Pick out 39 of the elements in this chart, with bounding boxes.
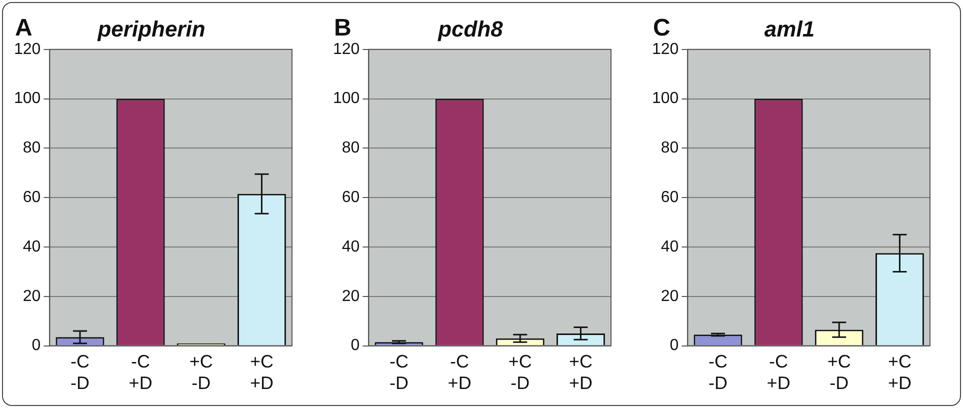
x-tick-label: -C +D [766, 352, 790, 394]
y-tick-label: 0 [670, 337, 679, 354]
y-tick-label: 120 [652, 40, 679, 58]
y-tick-label: 0 [32, 337, 41, 354]
x-tick-label: -C -D [70, 352, 90, 394]
y-tick-label: 120 [14, 40, 41, 58]
y-tick-label: 100 [332, 90, 360, 108]
y-tick-label: 60 [22, 189, 41, 206]
x-tick-label: -C -D [389, 352, 408, 394]
x-tick-label: +C +D [568, 352, 592, 394]
y-tick-label: 80 [660, 140, 679, 157]
x-tick-label: -C -D [708, 352, 728, 394]
y-tick-label: 100 [652, 90, 679, 108]
y-tick-label: 40 [660, 238, 679, 256]
chart-title: aml1 [764, 16, 815, 42]
y-tick-label: 80 [342, 140, 360, 157]
y-tick-label: 20 [342, 288, 360, 305]
x-tick-label: +C -D [508, 352, 532, 394]
y-tick-label: 120 [332, 40, 360, 58]
y-tick-label: 100 [14, 90, 41, 108]
x-tick-label: +C +D [888, 352, 912, 394]
x-tick-label: +C +D [250, 352, 274, 394]
y-tick-label: 20 [660, 288, 679, 305]
x-tick-label: +C -D [827, 352, 851, 394]
x-tick-label: -C +D [128, 352, 152, 394]
chart-title: pcdh8 [437, 16, 504, 42]
y-tick-label: 40 [342, 238, 360, 256]
x-tick-label: -C +D [448, 352, 472, 394]
chart-title: peripherin [96, 16, 206, 42]
y-tick-label: 0 [350, 337, 360, 354]
y-tick-label: 80 [22, 140, 41, 157]
y-tick-label: 60 [342, 189, 360, 206]
y-tick-label: 20 [22, 288, 41, 305]
text: A [15, 14, 32, 42]
text: B [334, 14, 352, 42]
y-tick-label: 60 [660, 189, 679, 206]
x-tick-label: +C -D [189, 352, 213, 394]
text: C [653, 14, 670, 42]
y-tick-label: 40 [22, 238, 41, 256]
